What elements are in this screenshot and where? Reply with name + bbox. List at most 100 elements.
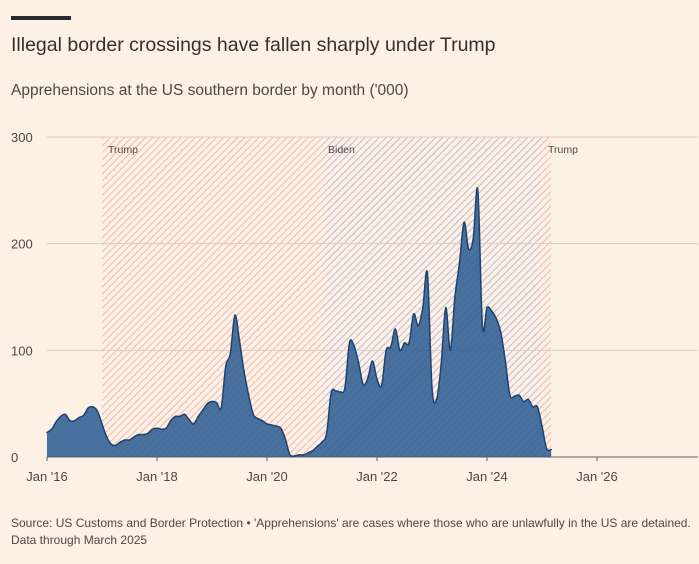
chart-svg: Trump Biden Trump 0 100 200 300 Jan '16 Jan '18 J… xyxy=(11,130,698,484)
footer-note: Data through March 2025 xyxy=(11,533,148,547)
data-point-2021-07 xyxy=(348,342,351,344)
band-label-2: Trump xyxy=(548,144,578,156)
data-point-2024-02 xyxy=(490,310,493,312)
data-point-2017-04 xyxy=(114,444,117,447)
data-point-2016-11 xyxy=(92,406,94,408)
data-point-2019-08 xyxy=(243,370,245,373)
data-point-2020-10 xyxy=(307,451,310,454)
data-point-2022-06 xyxy=(399,349,401,352)
data-point-2022-05 xyxy=(394,328,397,330)
data-point-2016-02 xyxy=(50,428,53,431)
data-point-2016-04 xyxy=(59,415,62,418)
data-point-2018-06 xyxy=(179,415,181,418)
series-area xyxy=(47,187,552,457)
data-point-2022-11 xyxy=(422,306,424,309)
data-point-2018-10 xyxy=(197,415,200,418)
data-point-2023-10 xyxy=(472,237,475,240)
band-label-0: Trump xyxy=(108,144,138,156)
data-point-2023-07 xyxy=(458,262,461,264)
data-point-2016-05 xyxy=(64,413,67,416)
data-point-2020-11 xyxy=(312,449,314,452)
footer-source: Source: US Customs and Border Protection… xyxy=(11,516,691,530)
data-point-2016-03 xyxy=(55,421,57,423)
x-tick-label-3: Jan '22 xyxy=(356,469,398,484)
x-tick-label-0: Jan '16 xyxy=(26,469,68,484)
data-point-2019-12 xyxy=(261,419,264,422)
data-point-2019-05 xyxy=(229,352,232,355)
data-point-2023-02 xyxy=(435,398,438,401)
data-point-2021-02 xyxy=(325,432,328,435)
data-point-2018-01 xyxy=(156,427,158,430)
data-point-2020-08 xyxy=(298,454,300,456)
x-tick-label-2: Jan '20 xyxy=(246,469,288,484)
title-accent-bar xyxy=(11,16,71,20)
chart-footer: Source: US Customs and Border Protection… xyxy=(11,515,695,549)
data-point-2017-01 xyxy=(101,423,103,425)
data-point-2019-01 xyxy=(211,400,213,403)
data-point-2020-02 xyxy=(270,424,273,426)
data-point-2018-09 xyxy=(192,423,195,425)
data-point-2022-12 xyxy=(426,272,429,275)
data-point-2025-02 xyxy=(545,447,548,450)
data-point-2022-03 xyxy=(385,349,387,352)
x-tick-label-5: Jan '26 xyxy=(576,469,618,484)
data-point-2017-08 xyxy=(133,435,135,438)
data-point-2021-03 xyxy=(330,392,332,394)
data-point-2019-09 xyxy=(247,394,250,396)
data-point-2021-08 xyxy=(353,345,355,347)
data-point-2024-08 xyxy=(518,394,520,396)
band-label-1: Biden xyxy=(328,144,355,156)
data-point-2021-12 xyxy=(371,360,374,362)
x-tick-label-1: Jan '18 xyxy=(136,469,178,484)
data-point-2022-07 xyxy=(403,342,406,344)
data-point-2019-07 xyxy=(238,339,241,342)
data-point-2017-10 xyxy=(142,433,145,436)
data-point-2022-09 xyxy=(412,313,415,315)
data-point-2021-09 xyxy=(357,362,360,364)
data-point-2024-12 xyxy=(536,406,539,408)
data-point-2017-09 xyxy=(137,433,140,436)
data-point-2021-10 xyxy=(362,383,365,386)
data-point-2020-07 xyxy=(293,455,296,457)
data-point-2017-11 xyxy=(147,432,149,435)
data-point-2016-09 xyxy=(82,414,85,417)
data-point-2024-01 xyxy=(486,306,488,309)
data-point-2016-01 xyxy=(46,431,48,434)
data-point-2018-05 xyxy=(174,415,177,418)
data-point-2021-05 xyxy=(339,391,342,393)
data-point-2019-10 xyxy=(252,413,255,416)
y-tick-label-300: 300 xyxy=(11,130,33,145)
data-point-2023-09 xyxy=(467,248,470,250)
data-point-2018-12 xyxy=(206,402,209,405)
data-point-2016-06 xyxy=(69,419,71,422)
data-point-2019-04 xyxy=(224,365,227,368)
chart-subtitle: Apprehensions at the US southern border … xyxy=(11,82,409,99)
data-point-2017-03 xyxy=(110,443,112,446)
data-point-2020-06 xyxy=(289,454,291,456)
data-point-2020-09 xyxy=(302,454,305,456)
x-tick-label-4: Jan '24 xyxy=(466,469,508,484)
data-point-2025-01 xyxy=(541,425,543,427)
data-point-2023-11 xyxy=(477,189,479,192)
data-point-2022-01 xyxy=(376,378,378,380)
data-point-2022-02 xyxy=(380,384,383,387)
data-point-2024-05 xyxy=(504,360,507,362)
data-point-2018-08 xyxy=(188,418,190,421)
data-point-2023-12 xyxy=(481,325,484,327)
data-point-2024-03 xyxy=(495,317,497,320)
data-point-2024-06 xyxy=(509,394,511,396)
data-point-2017-06 xyxy=(124,439,126,441)
data-point-2024-09 xyxy=(522,400,525,403)
data-point-2020-04 xyxy=(279,427,282,430)
data-point-2024-04 xyxy=(499,331,502,333)
data-point-2021-06 xyxy=(344,386,346,389)
data-point-2019-03 xyxy=(220,407,222,409)
data-point-2018-11 xyxy=(202,409,204,411)
data-point-2020-05 xyxy=(284,438,287,440)
band-trump-2 xyxy=(542,137,552,457)
data-point-2022-08 xyxy=(408,342,410,344)
data-point-2018-07 xyxy=(183,413,186,416)
data-point-2017-07 xyxy=(128,439,131,441)
data-point-2022-04 xyxy=(389,346,392,348)
data-point-2025-03 xyxy=(550,448,552,451)
